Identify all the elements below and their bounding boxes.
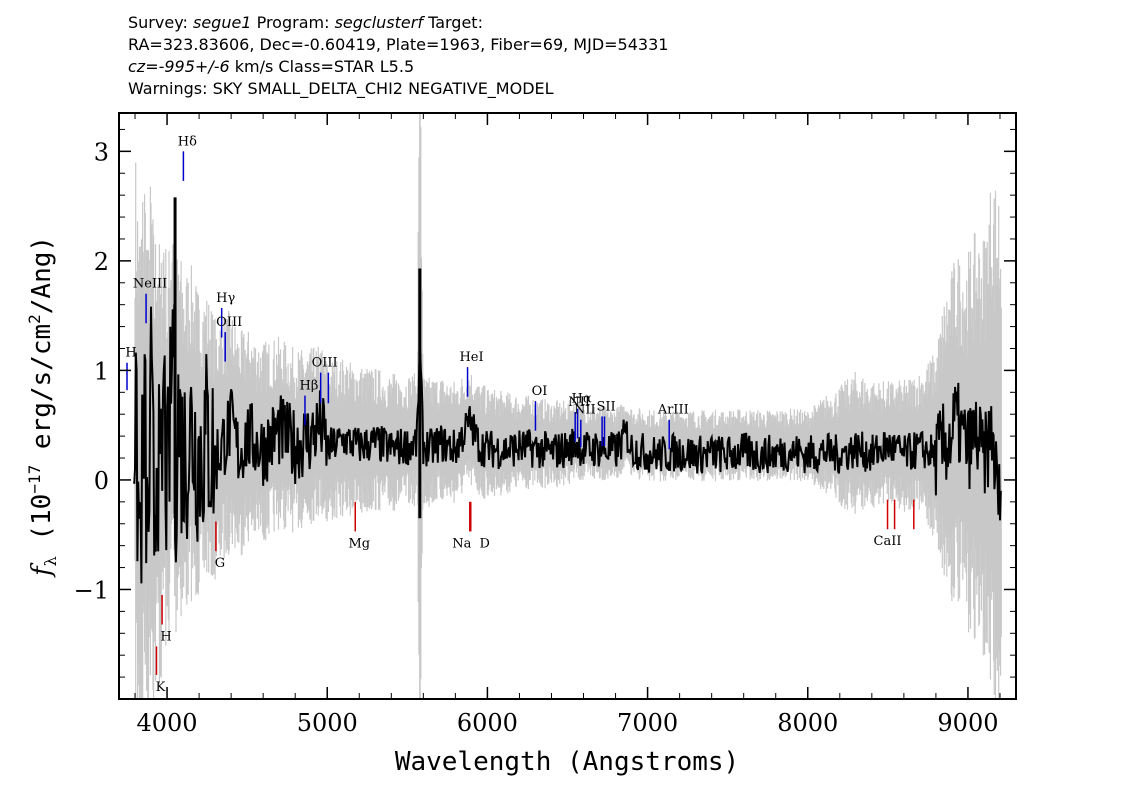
header-line-1: Survey: segue1 Program: segclusterf Targ… [128, 12, 668, 34]
redshift-value: cz=-995+/-6 [128, 57, 230, 76]
x-tick-label: 8000 [777, 709, 838, 737]
flux-layer [133, 197, 1002, 584]
emission-line-label: H [125, 346, 136, 361]
emission-line-label: Hβ [300, 379, 319, 394]
absorption-line-label: G [215, 556, 225, 571]
absorption-line-label: D [480, 536, 490, 551]
emission-line-label: OIII [312, 356, 338, 371]
spectrum-header: Survey: segue1 Program: segclusterf Targ… [128, 12, 668, 100]
y-tick-label: 3 [94, 138, 109, 166]
emission-line-label: Hα [572, 392, 592, 407]
absorption-line-label: CaII [874, 534, 902, 549]
x-axis-title: Wavelength (Angstroms) [395, 747, 739, 777]
x-tick-label: 4000 [137, 709, 198, 737]
absorption-line-label: Na [452, 536, 471, 551]
target-label: Target: [428, 13, 483, 32]
x-tick-label: 7000 [617, 709, 678, 737]
emission-line-label: Hδ [178, 134, 197, 149]
survey-label: Survey: [128, 13, 188, 32]
header-line-3: cz=-995+/-6 km/s Class=STAR L5.5 [128, 56, 668, 78]
x-tick-label: 5000 [297, 709, 358, 737]
class-value: km/s Class=STAR L5.5 [229, 57, 415, 76]
y-tick-label: −1 [74, 576, 109, 604]
x-tick-label: 9000 [937, 709, 998, 737]
emission-line-label: NII [568, 395, 590, 410]
emission-line-label: ArIII [657, 403, 689, 418]
absorption-line-label: H [160, 630, 171, 645]
emission-line-label: Hγ [216, 291, 235, 306]
emission-line-label: OI [532, 384, 548, 399]
survey-value: segue1 [192, 13, 252, 32]
emission-line-label: NII [574, 403, 596, 418]
emission-line-label: SII [597, 399, 616, 414]
x-tick-label: 6000 [457, 709, 518, 737]
emission-line-label: NeIII [133, 277, 167, 292]
y-tick-label: 0 [94, 467, 109, 495]
emission-line-label: HeI [459, 350, 483, 365]
absorption-line-label: Mg [348, 536, 370, 551]
plot-frame [118, 112, 1017, 700]
tick-layer: 4000 5000 6000 7000 8000 9000 −1 0 1 2 3 [74, 113, 1016, 737]
y-tick-label: 1 [94, 357, 109, 385]
program-value: segclusterf [334, 13, 423, 32]
emission-line-label: OIII [216, 315, 242, 330]
header-line-4: Warnings: SKY SMALL_DELTA_CHI2 NEGATIVE_… [128, 79, 554, 98]
program-label: Program: [256, 13, 330, 32]
absorption-line-label: K [156, 680, 166, 695]
y-tick-label: 2 [94, 248, 109, 276]
flux-line [133, 304, 1002, 584]
y-axis-title: fλ (10−17 erg/s/cm2/Ang) [25, 236, 60, 578]
header-line-2: RA=323.83606, Dec=-0.60419, Plate=1963, … [128, 35, 669, 54]
